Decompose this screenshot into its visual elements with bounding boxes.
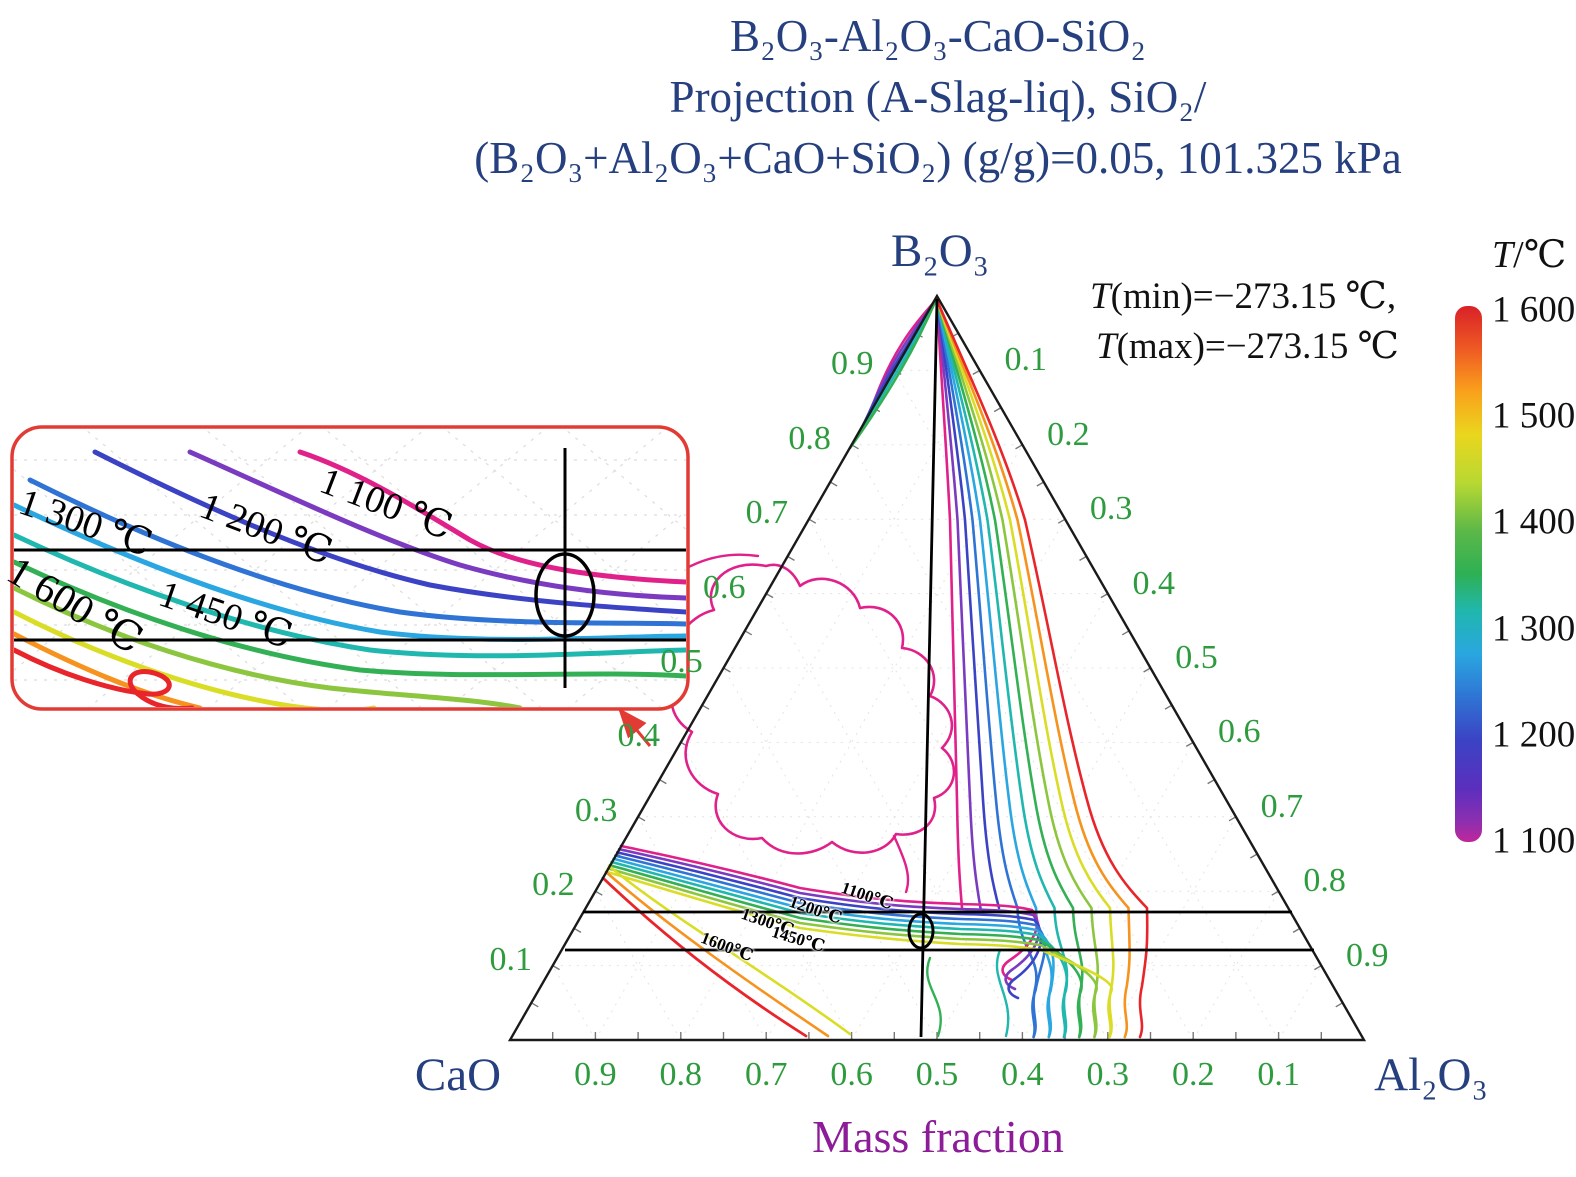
- figure-title-line-3: (B₂O₃+Al₂O₃+CaO+SiO₂) (g/g)=0.05, 101.32…: [474, 133, 1402, 183]
- tick-left-0.3: 0.3: [574, 791, 618, 829]
- inset-section-lines: [14, 448, 686, 688]
- tick-left-0.6: 0.6: [702, 568, 746, 606]
- colorbar-gradient: [1455, 306, 1482, 842]
- vertex-label-b2o3: B₂O₃: [890, 225, 990, 277]
- tick-right-0.8: 0.8: [1303, 862, 1346, 900]
- tick-bottom-0.6: 0.6: [830, 1056, 873, 1093]
- colorbar-tick-1100: 1 100: [1492, 820, 1576, 862]
- contour-band-family: [605, 844, 1113, 1039]
- tick-bottom-0.4: 0.4: [1001, 1056, 1044, 1093]
- inset-zoom-panel: [10, 425, 690, 711]
- zoom-arrow: [618, 707, 652, 747]
- inset-roi-ellipse: [534, 552, 596, 638]
- tick-left-0.8: 0.8: [788, 419, 831, 457]
- tmin-annotation: T(min)=−273.15 ℃,: [1090, 274, 1396, 318]
- tick-left-0.2: 0.2: [532, 866, 575, 904]
- tick-left-0.1: 0.1: [489, 940, 532, 978]
- tick-right-0.9: 0.9: [1346, 936, 1389, 974]
- tick-bottom-0.7: 0.7: [744, 1056, 788, 1093]
- colorbar-tick-1400: 1 400: [1492, 501, 1576, 543]
- tick-bottom-0.5: 0.5: [915, 1056, 959, 1093]
- tick-right-0.7: 0.7: [1260, 787, 1304, 825]
- tick-bottom-0.2: 0.2: [1171, 1056, 1215, 1093]
- figure-title: B₂O₃-Al₂O₃-CaO-SiO₂ Projection (A-Slag-l…: [250, 6, 1576, 189]
- contour-blob-1100: [650, 553, 956, 894]
- tick-right-0.1: 0.1: [1004, 341, 1047, 379]
- colorbar-title-unit: /℃: [1513, 234, 1567, 276]
- mass-fraction-label: Mass fraction: [812, 1111, 1064, 1162]
- ternary-triangle: [507, 293, 1367, 1042]
- tick-left-0.5: 0.5: [660, 643, 703, 680]
- tmax-italic-t: T: [1096, 326, 1117, 367]
- tick-left-0.4: 0.4: [617, 717, 661, 755]
- tmax-annotation: T(max)=−273.15 ℃: [1096, 324, 1399, 368]
- tmax-text: (max)=−273.15 ℃: [1116, 326, 1400, 367]
- tick-left-0.9: 0.9: [831, 345, 874, 383]
- vertex-label-cao: CaO: [414, 1049, 502, 1101]
- tick-right-0.4: 0.4: [1132, 564, 1176, 602]
- inset-content: [14, 429, 686, 707]
- tick-bottom-0.9: 0.9: [574, 1056, 617, 1093]
- roi-ellipse: [907, 912, 935, 950]
- tick-bottom-0.3: 0.3: [1086, 1056, 1130, 1093]
- tick-right-0.6: 0.6: [1217, 713, 1261, 751]
- tick-right-0.2: 0.2: [1047, 415, 1090, 453]
- figure-title-line-2: Projection (A-Slag-liq), SiO₂/: [669, 72, 1207, 122]
- contour-steep-hot: [601, 864, 852, 1038]
- tick-bottom-0.8: 0.8: [659, 1056, 703, 1093]
- colorbar-tick-1300: 1 300: [1492, 608, 1576, 650]
- tick-bottom-0.1: 0.1: [1257, 1056, 1300, 1093]
- colorbar-title-italic-t: T: [1492, 234, 1514, 276]
- colorbar-tick-1200: 1 200: [1492, 714, 1576, 756]
- figure-title-line-1: B₂O₃-Al₂O₃-CaO-SiO₂: [730, 11, 1146, 61]
- tmin-italic-t: T: [1090, 276, 1111, 317]
- tick-right-0.5: 0.5: [1175, 639, 1218, 676]
- tick-right-0.3: 0.3: [1089, 490, 1133, 528]
- tick-left-0.7: 0.7: [745, 494, 789, 532]
- colorbar-tick-1500: 1 500: [1492, 395, 1576, 437]
- colorbar-title: T/℃: [1492, 232, 1566, 277]
- colorbar-tick-1600: 1 600: [1492, 289, 1576, 331]
- inset-contours: [14, 449, 686, 707]
- tmin-text: (min)=−273.15 ℃,: [1110, 276, 1397, 317]
- vertex-label-al2o3: Al₂O₃: [1374, 1049, 1488, 1101]
